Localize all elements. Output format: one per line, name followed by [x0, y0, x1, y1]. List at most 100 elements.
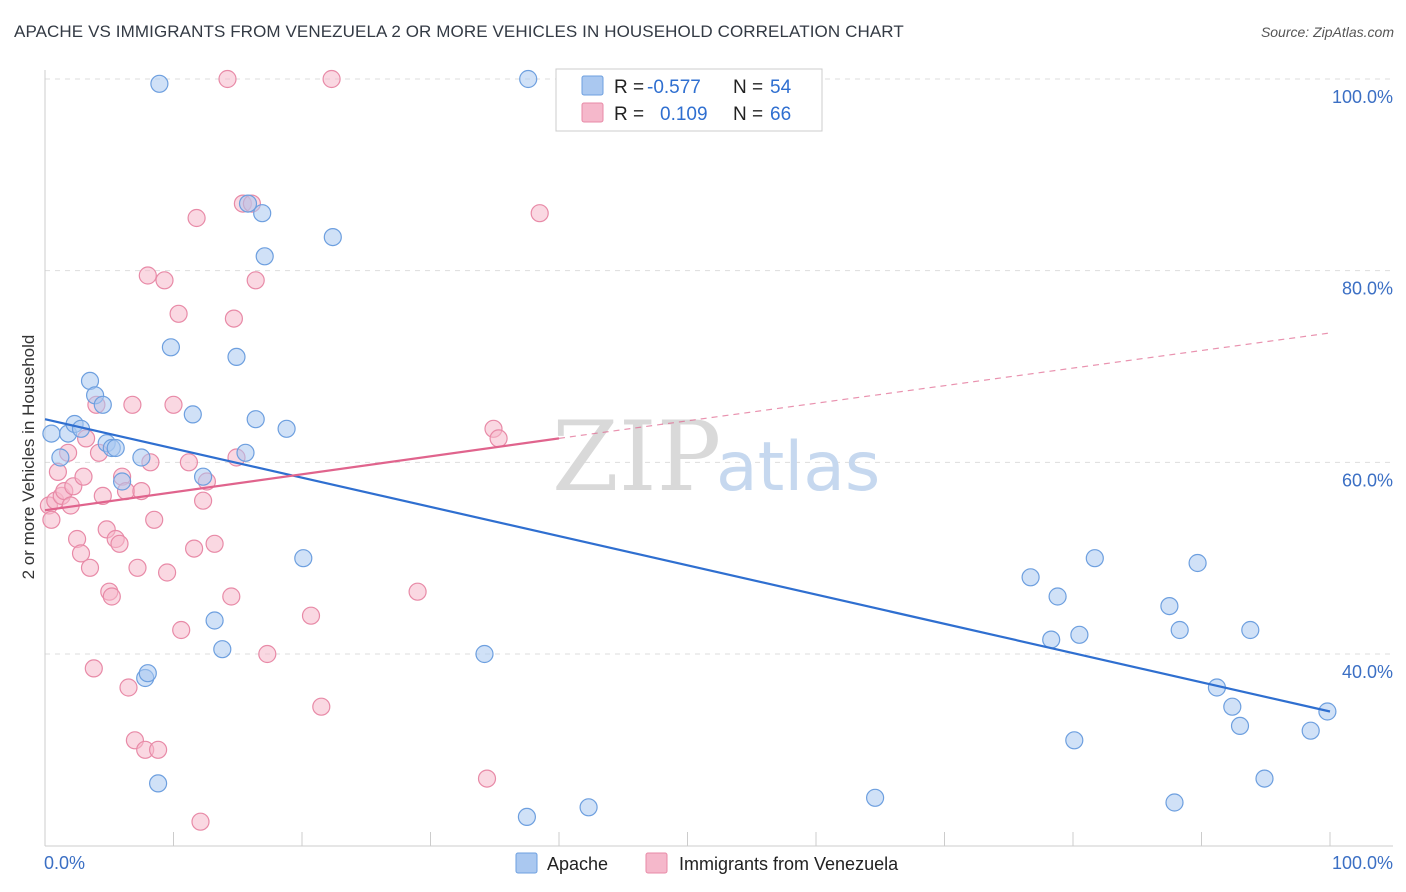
apache-point [1255, 769, 1274, 788]
chart-title: APACHE VS IMMIGRANTS FROM VENEZUELA 2 OR… [14, 22, 904, 41]
y-tick-label: 60.0% [1342, 470, 1393, 490]
venezuela-point [138, 266, 157, 285]
legend-swatch-venezuela [581, 102, 604, 123]
apache-point [865, 788, 885, 807]
axes [44, 70, 1393, 847]
venezuela-point [155, 271, 174, 290]
apache-point [106, 438, 125, 458]
apache-point [517, 807, 537, 827]
legend-n-value-1: 54 [770, 77, 792, 98]
apache-point [42, 424, 61, 443]
apache-point [1223, 697, 1242, 716]
apache-point [255, 247, 274, 266]
venezuela-point [218, 69, 237, 89]
venezuela-point [149, 740, 168, 759]
y-tick-label: 100.0% [1332, 87, 1393, 107]
apache-point [475, 644, 494, 664]
apache-point [294, 549, 313, 568]
legend-swatch-apache [581, 75, 604, 96]
x-tick-label-min: 0.0% [44, 853, 85, 873]
apache-point [149, 774, 168, 793]
venezuela-point [74, 467, 93, 486]
apache-point [1160, 596, 1179, 616]
apache-point [323, 228, 342, 247]
apache-point [150, 74, 169, 93]
legend-n-label-2: N = [733, 104, 763, 125]
apache-point [1042, 630, 1061, 649]
venezuela-point [164, 395, 183, 414]
venezuela-point [191, 812, 210, 831]
apache-point [1165, 793, 1184, 812]
legend-r-value-2: 0.109 [660, 104, 708, 125]
apache-point [1188, 553, 1207, 573]
apache-point [1230, 716, 1250, 736]
apache-point [238, 194, 258, 213]
y-tick-label: 80.0% [1342, 279, 1393, 299]
venezuela-point [42, 510, 61, 529]
apache-point [277, 419, 296, 438]
apache-point [236, 443, 255, 462]
venezuela-point [301, 606, 321, 625]
watermark-zip: ZIP [552, 401, 721, 513]
venezuela-point [71, 544, 91, 563]
y-axis-label: 2 or more Vehicles in Household [19, 335, 38, 580]
apache-point [246, 410, 265, 429]
venezuela-point [258, 644, 277, 664]
venezuela-point [123, 395, 142, 414]
venezuela-point [322, 69, 341, 89]
apache-point [1085, 549, 1104, 568]
source-note: Source: ZipAtlas.com [1260, 24, 1394, 40]
bottom-legend-venezuela: Immigrants from Venezuela [679, 854, 899, 874]
venezuela-point [93, 486, 112, 505]
apache-point [1065, 731, 1084, 750]
venezuela-point [205, 534, 224, 553]
apache-point [519, 69, 538, 89]
venezuela-point [179, 453, 198, 472]
venezuela-point [477, 769, 497, 788]
legend-r-value-1: -0.577 [647, 77, 701, 98]
apache-point [1170, 620, 1189, 640]
watermark: ZIP atlas [552, 401, 880, 513]
apache-point [579, 798, 598, 817]
x-tick-label-max: 100.0% [1332, 853, 1393, 873]
apache-point [194, 467, 213, 486]
apache-point [1241, 620, 1260, 640]
venezuela-point [246, 271, 265, 290]
watermark-atlas: atlas [716, 428, 880, 507]
legend-r-label-1: R = [614, 77, 644, 98]
legend-r-label-2: R = [614, 104, 644, 125]
apache-point [112, 472, 132, 491]
apache-point [93, 395, 112, 414]
venezuela-point [312, 697, 331, 716]
venezuela-point [158, 563, 177, 582]
apache-point [51, 448, 70, 467]
y-tick-label: 40.0% [1342, 662, 1393, 682]
apache-point [132, 448, 151, 467]
apache-point [227, 347, 246, 366]
apache-trend-line [44, 418, 1331, 713]
bottom-legend-swatch-apache [515, 852, 538, 874]
venezuela-point [169, 304, 188, 323]
apache-point [1301, 721, 1320, 740]
venezuela-point [185, 539, 204, 558]
venezuela-point [530, 204, 549, 223]
bottom-legend-apache: Apache [547, 854, 608, 874]
venezuela-trend-line-dashed [558, 332, 1331, 439]
venezuela-trend-line-solid [44, 437, 560, 512]
apache-point [213, 640, 232, 659]
venezuela-point [128, 558, 147, 577]
apache-point [138, 664, 157, 683]
venezuela-point [408, 582, 427, 601]
venezuela-point [80, 558, 100, 577]
venezuela-point [224, 309, 243, 328]
apache-point [183, 405, 202, 424]
apache-point [1021, 568, 1040, 587]
apache-point [1070, 625, 1089, 644]
venezuela-point [84, 659, 103, 678]
stats-legend: R = -0.577 N = 54 R = 0.109 N = 66 [555, 68, 823, 132]
venezuela-point [222, 587, 241, 606]
bottom-legend-swatch-venezuela [645, 852, 668, 874]
apache-point [1048, 587, 1067, 606]
x-axis-ticks [44, 832, 1331, 846]
